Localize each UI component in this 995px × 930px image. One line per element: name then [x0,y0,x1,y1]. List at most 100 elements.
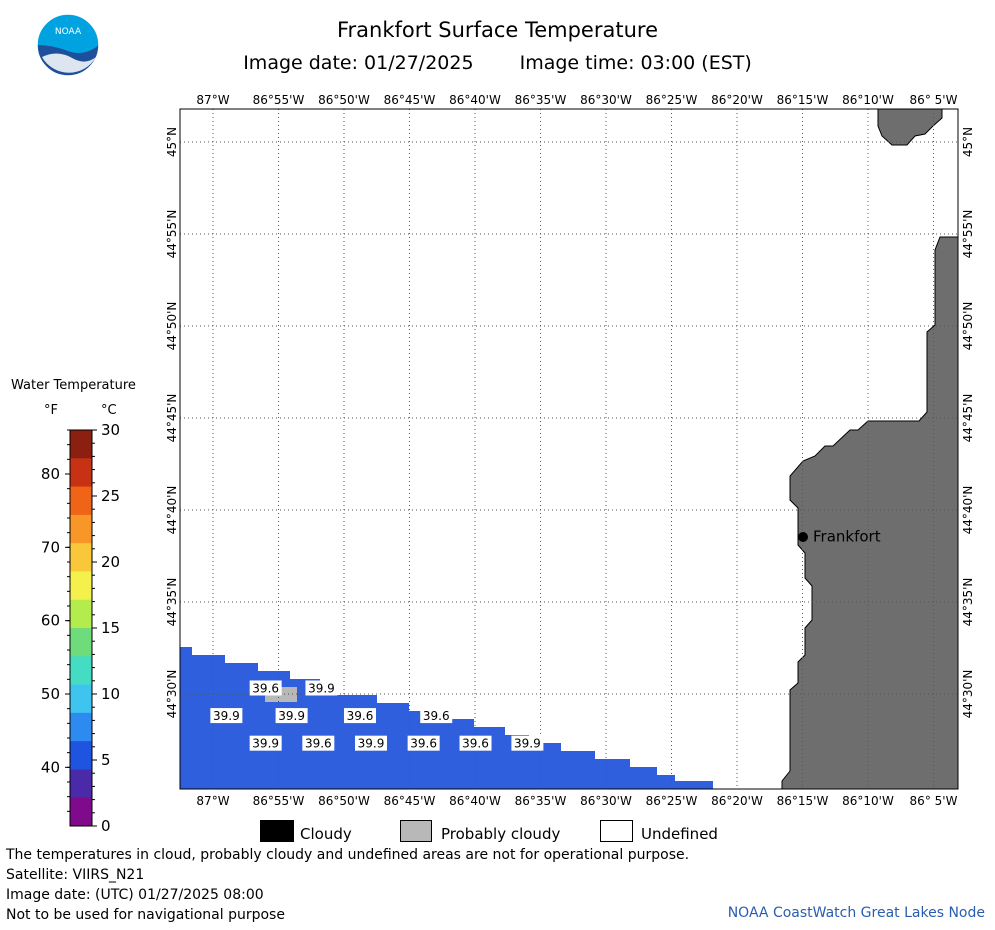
temperature-value: 39.9 [358,737,385,751]
graticule [180,109,958,789]
longitude-labels-bottom: 87°W 86°55'W 86°50'W 86°45'W 86°40'W 86°35'W 8… [196,794,957,808]
temperature-label: 39.9 [305,680,338,696]
latitude-label: 44°30'N [961,670,975,719]
temperature-label-box [511,735,544,751]
temperature-label: 39.9 [275,708,308,724]
latitude-label: 44°40'N [165,486,179,535]
temperature-value: 39.6 [252,681,279,695]
longitude-label: 87°W [196,794,229,808]
image-time: Image time: 03:00 (EST) [519,52,752,74]
unit-fahrenheit: °F [44,403,58,418]
svg-text:NOAA: NOAA [55,27,82,37]
latitude-labels-right: 45°N 44°55'N 44°50'N 44°45'N 44°40'N 44°35'N 4… [961,127,975,719]
fahrenheit-tick-label: 70 [41,538,60,556]
longitude-label: 86°55'W [253,794,305,808]
fahrenheit-tick-label: 40 [41,758,60,776]
longitude-label: 86°40'W [449,794,501,808]
image-date-time: Image date: 01/27/2025 Image time: 03:00… [0,52,995,74]
fahrenheit-tick-label: 50 [41,685,60,703]
latitude-label: 44°45'N [961,394,975,443]
legend-cloudy-label: Cloudy [300,825,352,843]
navigation-note: Not to be used for navigational purpose [6,907,285,923]
celsius-tick-label: 15 [101,619,120,637]
temperature-label: 39.9 [511,735,544,751]
color-scale-segment [70,769,92,799]
temperature-value: 39.9 [514,737,541,751]
map-frame [179,108,959,790]
color-scale-segment [70,430,92,459]
temperature-value: 39.9 [278,709,305,723]
longitude-label: 87°W [196,93,229,107]
color-scale-segment [70,628,92,657]
temperature-label-box [210,708,243,724]
longitude-label: 86° 5'W [910,794,958,808]
color-scale-segment [70,684,92,714]
utc-date: Image date: (UTC) 01/27/2025 08:00 [6,887,264,903]
longitude-label: 86°20'W [711,794,763,808]
celsius-tick-label: 20 [101,553,120,571]
latitude-label: 45°N [165,127,179,157]
temperature-label: 39.6 [302,735,335,751]
temperature-label-box [305,680,338,696]
land-island-north [877,108,943,146]
longitude-label: 86°15'W [777,93,829,107]
frankfort-dot [798,532,808,542]
latitude-labels-left: 45°N 44°55'N 44°50'N 44°45'N 44°40'N 44°35'N 4… [165,127,179,719]
fahrenheit-tick-label: 60 [41,612,60,630]
longitude-label: 86°10'W [842,93,894,107]
temperature-label: 39.9 [354,735,387,751]
temperature-value: 39.6 [305,737,332,751]
longitude-label: 86°25'W [646,93,698,107]
longitude-label: 86°35'W [515,93,567,107]
longitude-label: 86°10'W [842,794,894,808]
temperature-label-box [302,735,335,751]
temperature-value: 39.9 [308,681,335,695]
latitude-label: 44°55'N [165,210,179,259]
longitude-label: 86°15'W [777,794,829,808]
land-mainland [781,236,959,790]
legend-probably-cloudy [400,820,432,842]
latitude-label: 44°40'N [961,486,975,535]
celsius-tick-label: 30 [101,421,120,439]
longitude-label: 86°35'W [515,794,567,808]
temperature-labels: 39.6 39.939.9 39.9 39.6 39.639.9 39.6 39.9 39.6… [210,680,544,751]
temperature-label: 39.6 [420,708,453,724]
longitude-label: 86°20'W [711,93,763,107]
temperature-value: 39.9 [213,709,240,723]
temperature-label-box [249,735,282,751]
temperature-value: 39.6 [410,737,437,751]
longitude-label: 86°50'W [318,794,370,808]
latitude-label: 44°55'N [961,210,975,259]
celsius-tick-label: 25 [101,487,120,505]
longitude-label: 86° 5'W [910,93,958,107]
color-scale-title: Water Temperature [11,378,136,393]
celsius-tick-label: 5 [101,751,111,769]
temperature-label: 39.6 [249,680,282,696]
celsius-tick-label: 10 [101,685,120,703]
frankfort-label: Frankfort [813,528,881,546]
latitude-label: 44°50'N [961,302,975,351]
temperature-value: 39.9 [252,737,279,751]
color-scale-segment [70,486,92,516]
temperature-label: 39.6 [343,708,376,724]
map-title: Frankfort Surface Temperature [336,18,658,42]
color-scale-segment [70,741,92,770]
temperature-label-box [420,708,453,724]
temperature-label-box [343,708,376,724]
temperature-label-box [275,708,308,724]
longitude-label: 86°45'W [384,93,436,107]
legend-undefined [600,820,633,842]
latitude-label: 44°45'N [165,394,179,443]
longitude-label: 86°30'W [580,794,632,808]
credit-text: NOAA CoastWatch Great Lakes Node [727,905,985,921]
color-scale-segment [70,458,92,488]
longitude-label: 86°40'W [449,93,501,107]
color-scale-segment [70,656,92,686]
longitude-label: 86°45'W [384,794,436,808]
color-scale-segment [70,571,92,601]
unit-celsius: °C [101,403,117,418]
color-scale-segment [70,543,92,572]
temperature-label: 39.9 [210,708,243,724]
